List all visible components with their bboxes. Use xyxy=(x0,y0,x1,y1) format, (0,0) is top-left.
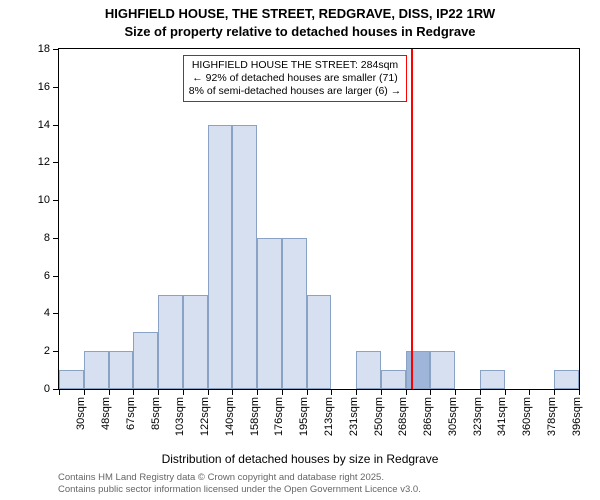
x-tick xyxy=(406,389,407,395)
x-tick-label: 286sqm xyxy=(422,397,434,457)
x-tick-label: 48sqm xyxy=(100,397,112,457)
histogram-bar xyxy=(158,295,183,389)
histogram-bar xyxy=(356,351,381,389)
x-tick-label: 231sqm xyxy=(348,397,360,457)
x-tick-label: 103sqm xyxy=(174,397,186,457)
footer-attribution: Contains HM Land Registry data © Crown c… xyxy=(58,472,421,496)
x-tick xyxy=(529,389,530,395)
histogram-bar xyxy=(381,370,406,389)
annot-line1: HIGHFIELD HOUSE THE STREET: 284sqm xyxy=(189,59,401,72)
x-tick-label: 250sqm xyxy=(373,397,385,457)
y-tick xyxy=(53,162,59,163)
y-tick-label: 18 xyxy=(38,43,50,55)
x-tick-label: 122sqm xyxy=(199,397,211,457)
annot-line2: ← 92% of detached houses are smaller (71… xyxy=(189,72,401,85)
annotation-box: HIGHFIELD HOUSE THE STREET: 284sqm← 92% … xyxy=(183,55,407,102)
y-tick-label: 12 xyxy=(38,156,50,168)
x-tick-label: 176sqm xyxy=(273,397,285,457)
x-tick-label: 30sqm xyxy=(75,397,87,457)
x-tick-label: 378sqm xyxy=(546,397,558,457)
histogram-bar xyxy=(208,125,233,389)
x-tick xyxy=(554,389,555,395)
y-tick-label: 6 xyxy=(44,270,50,282)
y-tick xyxy=(53,49,59,50)
chart-title-sub: Size of property relative to detached ho… xyxy=(0,24,600,39)
x-tick xyxy=(307,389,308,395)
x-tick-label: 140sqm xyxy=(224,397,236,457)
x-tick xyxy=(109,389,110,395)
x-tick xyxy=(381,389,382,395)
annot-line3: 8% of semi-detached houses are larger (6… xyxy=(189,85,401,98)
histogram-bar xyxy=(183,295,208,389)
x-tick xyxy=(232,389,233,395)
y-tick-label: 10 xyxy=(38,194,50,206)
x-axis-label: Distribution of detached houses by size … xyxy=(0,452,600,466)
x-tick xyxy=(257,389,258,395)
marker-vline xyxy=(411,49,413,389)
histogram-bar xyxy=(59,370,84,389)
histogram-bar xyxy=(406,351,431,389)
histogram-bar xyxy=(480,370,505,389)
x-tick-label: 67sqm xyxy=(125,397,137,457)
x-tick-label: 305sqm xyxy=(447,397,459,457)
y-tick xyxy=(53,200,59,201)
histogram-bar xyxy=(430,351,455,389)
x-tick xyxy=(455,389,456,395)
x-tick xyxy=(183,389,184,395)
y-tick xyxy=(53,313,59,314)
histogram-bar xyxy=(257,238,282,389)
y-tick xyxy=(53,351,59,352)
x-tick-label: 158sqm xyxy=(249,397,261,457)
x-tick xyxy=(579,389,580,395)
histogram-bar xyxy=(282,238,307,389)
histogram-bar xyxy=(232,125,257,389)
y-tick-label: 0 xyxy=(44,383,50,395)
x-tick-label: 195sqm xyxy=(298,397,310,457)
y-tick xyxy=(53,125,59,126)
x-tick-label: 396sqm xyxy=(571,397,583,457)
x-tick xyxy=(158,389,159,395)
y-tick xyxy=(53,276,59,277)
y-tick-label: 2 xyxy=(44,345,50,357)
y-tick xyxy=(53,238,59,239)
x-tick xyxy=(356,389,357,395)
footer-line1: Contains HM Land Registry data © Crown c… xyxy=(58,472,421,484)
x-tick xyxy=(282,389,283,395)
x-tick xyxy=(208,389,209,395)
x-tick xyxy=(133,389,134,395)
histogram-bar xyxy=(307,295,332,389)
histogram-bar xyxy=(109,351,134,389)
histogram-bar xyxy=(554,370,579,389)
y-tick-label: 8 xyxy=(44,232,50,244)
x-tick-label: 85sqm xyxy=(150,397,162,457)
y-tick-label: 16 xyxy=(38,81,50,93)
y-tick-label: 4 xyxy=(44,307,50,319)
x-tick xyxy=(331,389,332,395)
footer-line2: Contains public sector information licen… xyxy=(58,484,421,496)
x-tick-label: 360sqm xyxy=(521,397,533,457)
chart-title-main: HIGHFIELD HOUSE, THE STREET, REDGRAVE, D… xyxy=(0,6,600,21)
x-tick-label: 341sqm xyxy=(496,397,508,457)
y-tick-label: 14 xyxy=(38,119,50,131)
histogram-bar xyxy=(133,332,158,389)
y-tick xyxy=(53,87,59,88)
x-tick xyxy=(430,389,431,395)
x-tick xyxy=(480,389,481,395)
x-tick-label: 213sqm xyxy=(323,397,335,457)
x-tick-label: 268sqm xyxy=(397,397,409,457)
plot-area: 02468101214161830sqm48sqm67sqm85sqm103sq… xyxy=(58,48,580,390)
x-tick xyxy=(59,389,60,395)
x-tick xyxy=(84,389,85,395)
x-tick-label: 323sqm xyxy=(472,397,484,457)
histogram-bar xyxy=(84,351,109,389)
x-tick xyxy=(505,389,506,395)
